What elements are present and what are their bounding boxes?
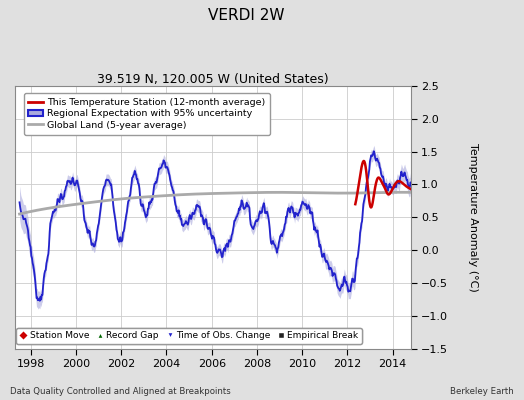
Text: Berkeley Earth: Berkeley Earth xyxy=(450,387,514,396)
Y-axis label: Temperature Anomaly (°C): Temperature Anomaly (°C) xyxy=(467,143,477,292)
Text: Data Quality Controlled and Aligned at Breakpoints: Data Quality Controlled and Aligned at B… xyxy=(10,387,231,396)
Title: 39.519 N, 120.005 W (United States): 39.519 N, 120.005 W (United States) xyxy=(97,73,329,86)
Legend: Station Move, Record Gap, Time of Obs. Change, Empirical Break: Station Move, Record Gap, Time of Obs. C… xyxy=(16,328,362,344)
Text: VERDI 2W: VERDI 2W xyxy=(208,8,285,23)
